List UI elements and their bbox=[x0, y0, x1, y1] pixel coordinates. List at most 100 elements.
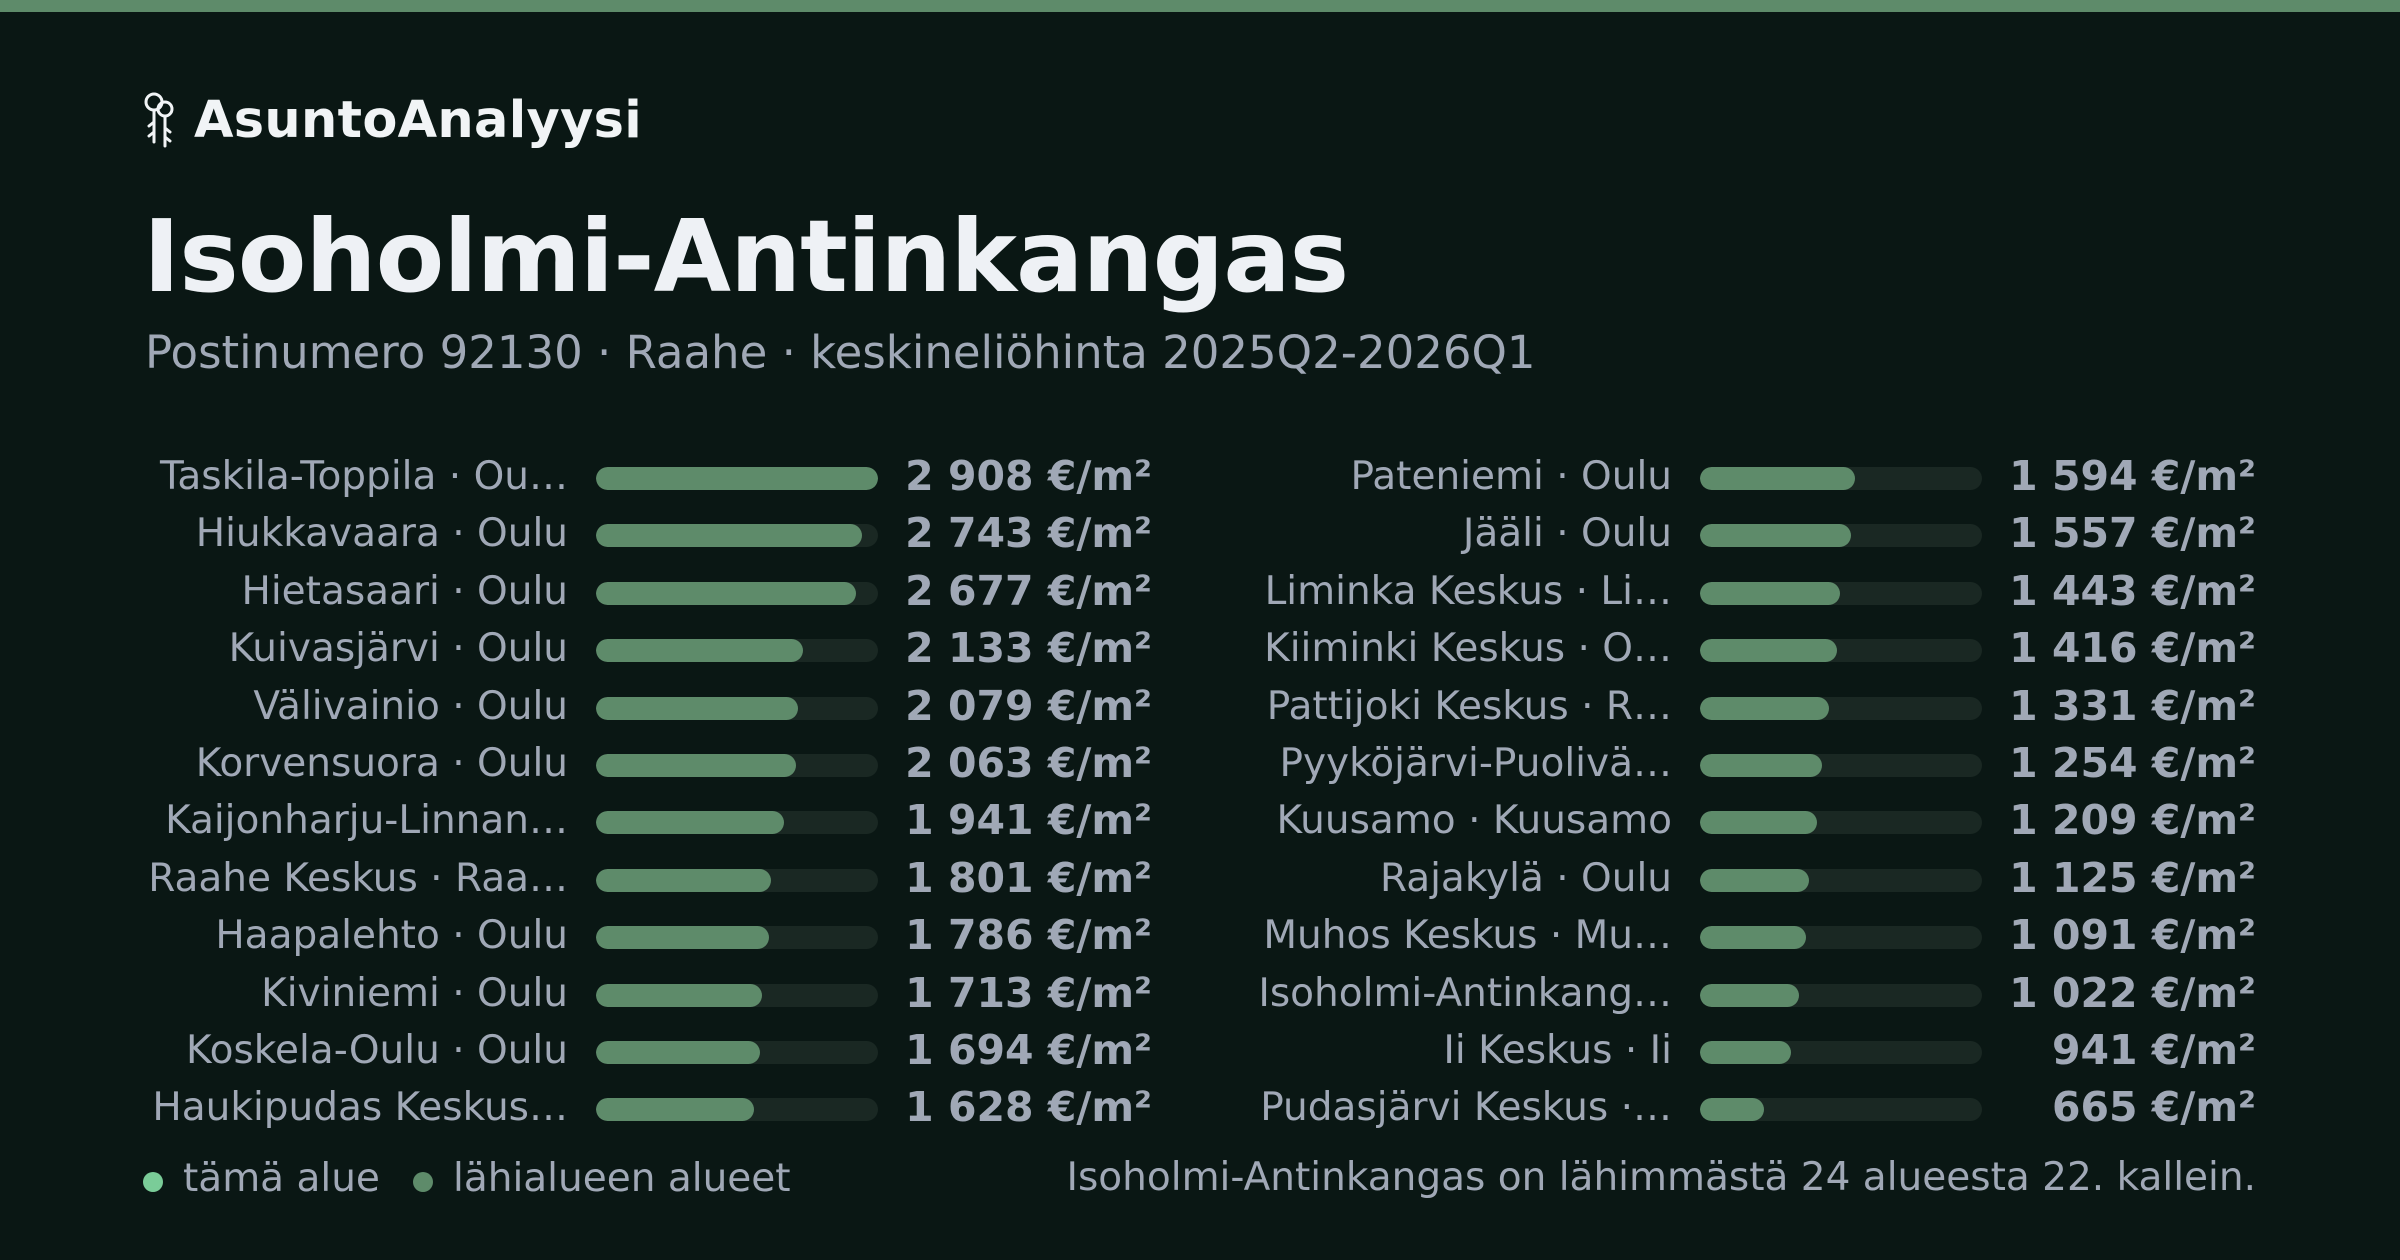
bar-row: Pateniemi · Oulu 1 594 €/m² bbox=[0, 448, 2400, 505]
bar-value-label: 1 713 €/m² bbox=[905, 968, 1152, 1017]
bar-row: Haukipudas Keskus… 1 628 €/m² bbox=[0, 1079, 2400, 1136]
bar bbox=[1700, 524, 1851, 548]
bar-label: Jääli · Oulu bbox=[1462, 511, 1672, 557]
bar-value-label: 2 063 €/m² bbox=[905, 739, 1152, 787]
bar-row: Raahe Keskus · Raa… 1 801 €/m² bbox=[0, 850, 2400, 907]
legend-nearby-label: lähialueen alueet bbox=[453, 1155, 791, 1201]
bar-value-label: 1 801 €/m² bbox=[905, 853, 1152, 902]
bar-value-label: 1 125 €/m² bbox=[2009, 853, 2256, 902]
bar-track bbox=[1700, 811, 1982, 835]
legend-this-area-label: tämä alue bbox=[183, 1155, 380, 1201]
bar bbox=[1700, 983, 1799, 1007]
bar-value-label: 1 416 €/m² bbox=[2009, 624, 2256, 673]
brand-name: AsuntoAnalyysi bbox=[194, 90, 643, 150]
bar-value-label: 2 133 €/m² bbox=[905, 624, 1152, 673]
bar-track bbox=[596, 754, 878, 777]
bar-row: Muhos Keskus · Mu… 1 091 €/m² bbox=[0, 907, 2400, 964]
bar-track bbox=[596, 639, 878, 663]
bar-value-label: 1 628 €/m² bbox=[905, 1083, 1152, 1132]
bar-value-label: 1 941 €/m² bbox=[905, 796, 1152, 845]
bar-track bbox=[596, 811, 878, 835]
bar bbox=[1700, 754, 1822, 777]
bar-track bbox=[1700, 1098, 1982, 1122]
bar-track bbox=[596, 868, 878, 892]
bar-track bbox=[596, 983, 878, 1007]
bar bbox=[596, 1041, 760, 1064]
bar-track bbox=[1700, 581, 1982, 605]
rank-summary: Isoholmi-Antinkangas on lähimmästä 24 al… bbox=[1066, 1155, 2256, 1200]
bar-row: Jääli · Oulu 1 557 €/m² bbox=[0, 505, 2400, 562]
bar bbox=[596, 467, 878, 490]
bar-track bbox=[596, 581, 878, 605]
bar-row: Pattijoki Keskus · R… 1 331 €/m² bbox=[0, 678, 2400, 735]
bar-row: Ii Keskus · Ii 941 €/m² bbox=[0, 1022, 2400, 1079]
bar-row: Hietasaari · Oulu 2 677 €/m² bbox=[0, 563, 2400, 620]
bar bbox=[1700, 868, 1809, 892]
bar-row: Pudasjärvi Keskus ·… 665 €/m² bbox=[0, 1079, 2400, 1136]
bar-value-label: 1 209 €/m² bbox=[2009, 796, 2256, 845]
bar-label: Pyyköjärvi-Puolivä… bbox=[1279, 741, 1672, 786]
bar bbox=[596, 754, 796, 777]
bar bbox=[1700, 639, 1837, 663]
bar-value-label: 1 254 €/m² bbox=[2009, 739, 2256, 787]
bar-track bbox=[1700, 696, 1982, 720]
bar-value-label: 2 677 €/m² bbox=[905, 566, 1152, 615]
bar-track bbox=[596, 926, 878, 950]
bar bbox=[596, 581, 856, 605]
bar-value-label: 1 694 €/m² bbox=[905, 1026, 1152, 1074]
bar-track bbox=[1700, 1041, 1982, 1064]
bar bbox=[596, 868, 771, 892]
bar bbox=[596, 1098, 754, 1122]
bar-row: Isoholmi-Antinkang… 1 022 €/m² bbox=[0, 965, 2400, 1022]
bar-value-label: 2 743 €/m² bbox=[905, 509, 1152, 558]
legend-this-area: tämä alue bbox=[143, 1148, 380, 1208]
bar-label: Ii Keskus · Ii bbox=[1443, 1028, 1672, 1073]
bar bbox=[596, 811, 784, 835]
bar-row: Koskela-Oulu · Oulu 1 694 €/m² bbox=[0, 1022, 2400, 1079]
bar-value-label: 1 594 €/m² bbox=[2009, 452, 2256, 500]
brand: AsuntoAnalyysi bbox=[140, 90, 642, 150]
bar-row: Kuusamo · Kuusamo 1 209 €/m² bbox=[0, 792, 2400, 849]
bar-track bbox=[1700, 868, 1982, 892]
bar-track bbox=[596, 467, 878, 490]
bar-label: Liminka Keskus · Li… bbox=[1264, 568, 1672, 614]
bar-track bbox=[596, 696, 878, 720]
legend-dot-nearby bbox=[413, 1172, 433, 1192]
bar-row: Haapalehto · Oulu 1 786 €/m² bbox=[0, 907, 2400, 964]
bar-row: Pyyköjärvi-Puolivä… 1 254 €/m² bbox=[0, 735, 2400, 792]
bar-track bbox=[596, 1041, 878, 1064]
bar-label: Kiiminki Keskus · O… bbox=[1264, 626, 1672, 672]
bar-row: Kuivasjärvi · Oulu 2 133 €/m² bbox=[0, 620, 2400, 677]
bar bbox=[596, 639, 803, 663]
bar-track bbox=[1700, 524, 1982, 548]
bar-row: Kaijonharju-Linnan… 1 941 €/m² bbox=[0, 792, 2400, 849]
bar-row: Liminka Keskus · Li… 1 443 €/m² bbox=[0, 563, 2400, 620]
bar-value-label: 2 908 €/m² bbox=[905, 452, 1152, 500]
bar bbox=[1700, 581, 1840, 605]
bar-track bbox=[1700, 983, 1982, 1007]
bar-label: Pudasjärvi Keskus ·… bbox=[1260, 1085, 1672, 1131]
bar-track bbox=[596, 524, 878, 548]
bar-row: Kiiminki Keskus · O… 1 416 €/m² bbox=[0, 620, 2400, 677]
bar-value-label: 1 091 €/m² bbox=[2009, 911, 2256, 960]
bar-row: Hiukkavaara · Oulu 2 743 €/m² bbox=[0, 505, 2400, 562]
bar bbox=[1700, 926, 1806, 950]
bar bbox=[596, 524, 862, 548]
bar-row: Välivainio · Oulu 2 079 €/m² bbox=[0, 678, 2400, 735]
legend-nearby: lähialueen alueet bbox=[413, 1148, 791, 1208]
page-title: Isoholmi-Antinkangas bbox=[143, 198, 1349, 315]
bar-track bbox=[596, 1098, 878, 1122]
bar-value-label: 1 443 €/m² bbox=[2009, 566, 2256, 615]
page-subtitle: Postinumero 92130 · Raahe · keskineliöhi… bbox=[145, 326, 1536, 379]
bar-value-label: 1 557 €/m² bbox=[2009, 509, 2256, 558]
legend-dot-highlight bbox=[143, 1172, 163, 1192]
bar bbox=[1700, 1041, 1791, 1064]
bar-value-label: 665 €/m² bbox=[2051, 1083, 2256, 1132]
bar bbox=[596, 696, 798, 720]
bar-value-label: 2 079 €/m² bbox=[905, 681, 1152, 730]
bar-value-label: 941 €/m² bbox=[2051, 1026, 2256, 1074]
bar bbox=[1700, 696, 1829, 720]
bar-track bbox=[1700, 639, 1982, 663]
bar-track bbox=[1700, 926, 1982, 950]
bar-row: Taskila-Toppila · Ou… 2 908 €/m² bbox=[0, 448, 2400, 505]
